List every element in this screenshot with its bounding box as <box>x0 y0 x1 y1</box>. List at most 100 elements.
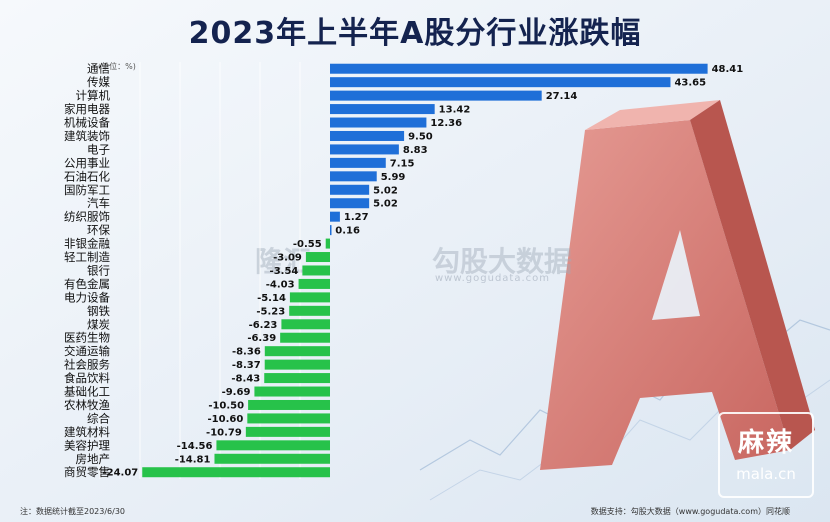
bar <box>330 144 399 155</box>
category-label: 医药生物 <box>64 331 110 345</box>
letter-a-graphic <box>540 100 815 470</box>
corner-logo-text: 麻辣 <box>737 428 794 458</box>
bar <box>289 292 330 303</box>
bar <box>264 359 330 370</box>
category-label: 银行 <box>87 263 110 277</box>
bar <box>254 386 330 397</box>
category-label: 轻工制造 <box>64 250 110 264</box>
bar <box>330 77 671 88</box>
bar <box>214 453 330 464</box>
corner-logo: 麻辣 mala.cn <box>718 412 814 498</box>
value-label: -5.14 <box>257 293 286 304</box>
category-label: 综合 <box>87 411 110 425</box>
corner-logo-domain: mala.cn <box>736 465 796 483</box>
category-label: 计算机 <box>76 89 111 103</box>
category-label: 传媒 <box>87 75 110 89</box>
unit-note: (单位：%) <box>98 62 136 71</box>
bar <box>330 225 332 236</box>
bar <box>289 305 330 316</box>
category-label: 电力设备 <box>64 290 110 304</box>
category-label: 公用事业 <box>64 156 110 170</box>
bar <box>248 399 330 410</box>
category-label: 非银金融 <box>64 237 110 251</box>
category-label: 国防军工 <box>64 183 110 197</box>
value-label: 13.42 <box>439 105 471 116</box>
value-label: -8.37 <box>232 360 261 371</box>
watermark-url: www.gogudata.com <box>435 273 551 284</box>
category-label: 汽车 <box>87 196 110 210</box>
bar <box>330 184 370 195</box>
category-label: 农林牧渔 <box>64 398 110 412</box>
value-label: 5.02 <box>373 185 398 196</box>
category-label: 煤炭 <box>87 317 110 331</box>
bar <box>247 413 330 424</box>
value-label: 0.16 <box>335 226 360 237</box>
category-label: 有色金属 <box>64 277 110 291</box>
bar <box>330 198 370 209</box>
bar <box>298 278 330 289</box>
watermark-logo-a: 隆汇 <box>255 245 312 278</box>
bar <box>264 373 330 384</box>
watermark-logo-b: 勾股大数据 <box>432 245 573 278</box>
bar <box>330 130 405 141</box>
value-label: 48.41 <box>712 64 744 75</box>
bar <box>216 440 330 451</box>
value-label: 9.50 <box>408 131 433 142</box>
category-label: 机械设备 <box>64 116 110 130</box>
value-label: 27.14 <box>546 91 578 102</box>
value-label: 12.36 <box>430 118 462 129</box>
value-label: -10.60 <box>208 414 244 425</box>
category-label: 电子 <box>87 142 110 156</box>
footer-source: 数据支持：勾股大数据（www.gogudata.com）同花顺 <box>590 507 790 516</box>
category-label: 钢铁 <box>87 304 110 318</box>
value-label: -8.36 <box>232 347 261 358</box>
category-label: 家用电器 <box>64 102 110 116</box>
bar <box>281 319 330 330</box>
bar <box>302 265 330 276</box>
value-label: -14.56 <box>177 441 213 452</box>
category-label: 房地产 <box>76 452 111 466</box>
value-label: 5.99 <box>381 172 406 183</box>
bar <box>330 157 386 168</box>
category-label: 美容护理 <box>64 438 110 452</box>
bar <box>330 104 435 115</box>
value-label: -6.23 <box>249 320 278 331</box>
page-title: 2023年上半年A股分行业涨跌幅 <box>188 16 642 51</box>
category-label: 石油石化 <box>64 169 110 183</box>
bar <box>142 467 330 478</box>
category-label: 商贸零售 <box>64 465 110 479</box>
category-label: 纺织服饰 <box>64 210 110 224</box>
bar <box>264 346 330 357</box>
bar <box>305 252 330 263</box>
value-label: -9.69 <box>222 387 251 398</box>
value-label: -5.23 <box>256 306 285 317</box>
value-label: 1.27 <box>344 212 369 223</box>
bar <box>280 332 330 343</box>
bar <box>245 426 330 437</box>
category-label: 社会服务 <box>64 358 110 372</box>
value-label: -6.39 <box>247 333 276 344</box>
category-label: 交通运输 <box>64 344 110 358</box>
value-label: -10.79 <box>206 427 242 438</box>
category-label: 建筑装饰 <box>64 129 110 143</box>
bar <box>325 238 330 249</box>
value-label: 43.65 <box>674 78 706 89</box>
value-label: -3.54 <box>270 266 299 277</box>
value-label: -24.07 <box>102 468 138 479</box>
bar <box>330 90 542 101</box>
value-label: -3.09 <box>273 253 302 264</box>
bar <box>330 63 708 74</box>
bar <box>330 171 377 182</box>
category-label: 基础化工 <box>64 385 110 399</box>
value-label: -14.81 <box>175 454 211 465</box>
category-label: 环保 <box>87 223 110 237</box>
bar <box>330 211 340 222</box>
footer-note: 注：数据统计截至2023/6/30 <box>20 507 126 516</box>
value-label: 8.83 <box>403 145 428 156</box>
value-label: 7.15 <box>390 158 415 169</box>
category-label: 建筑材料 <box>64 425 110 439</box>
value-label: 5.02 <box>373 199 398 210</box>
value-label: -4.03 <box>266 279 295 290</box>
category-label: 通信 <box>87 62 110 76</box>
